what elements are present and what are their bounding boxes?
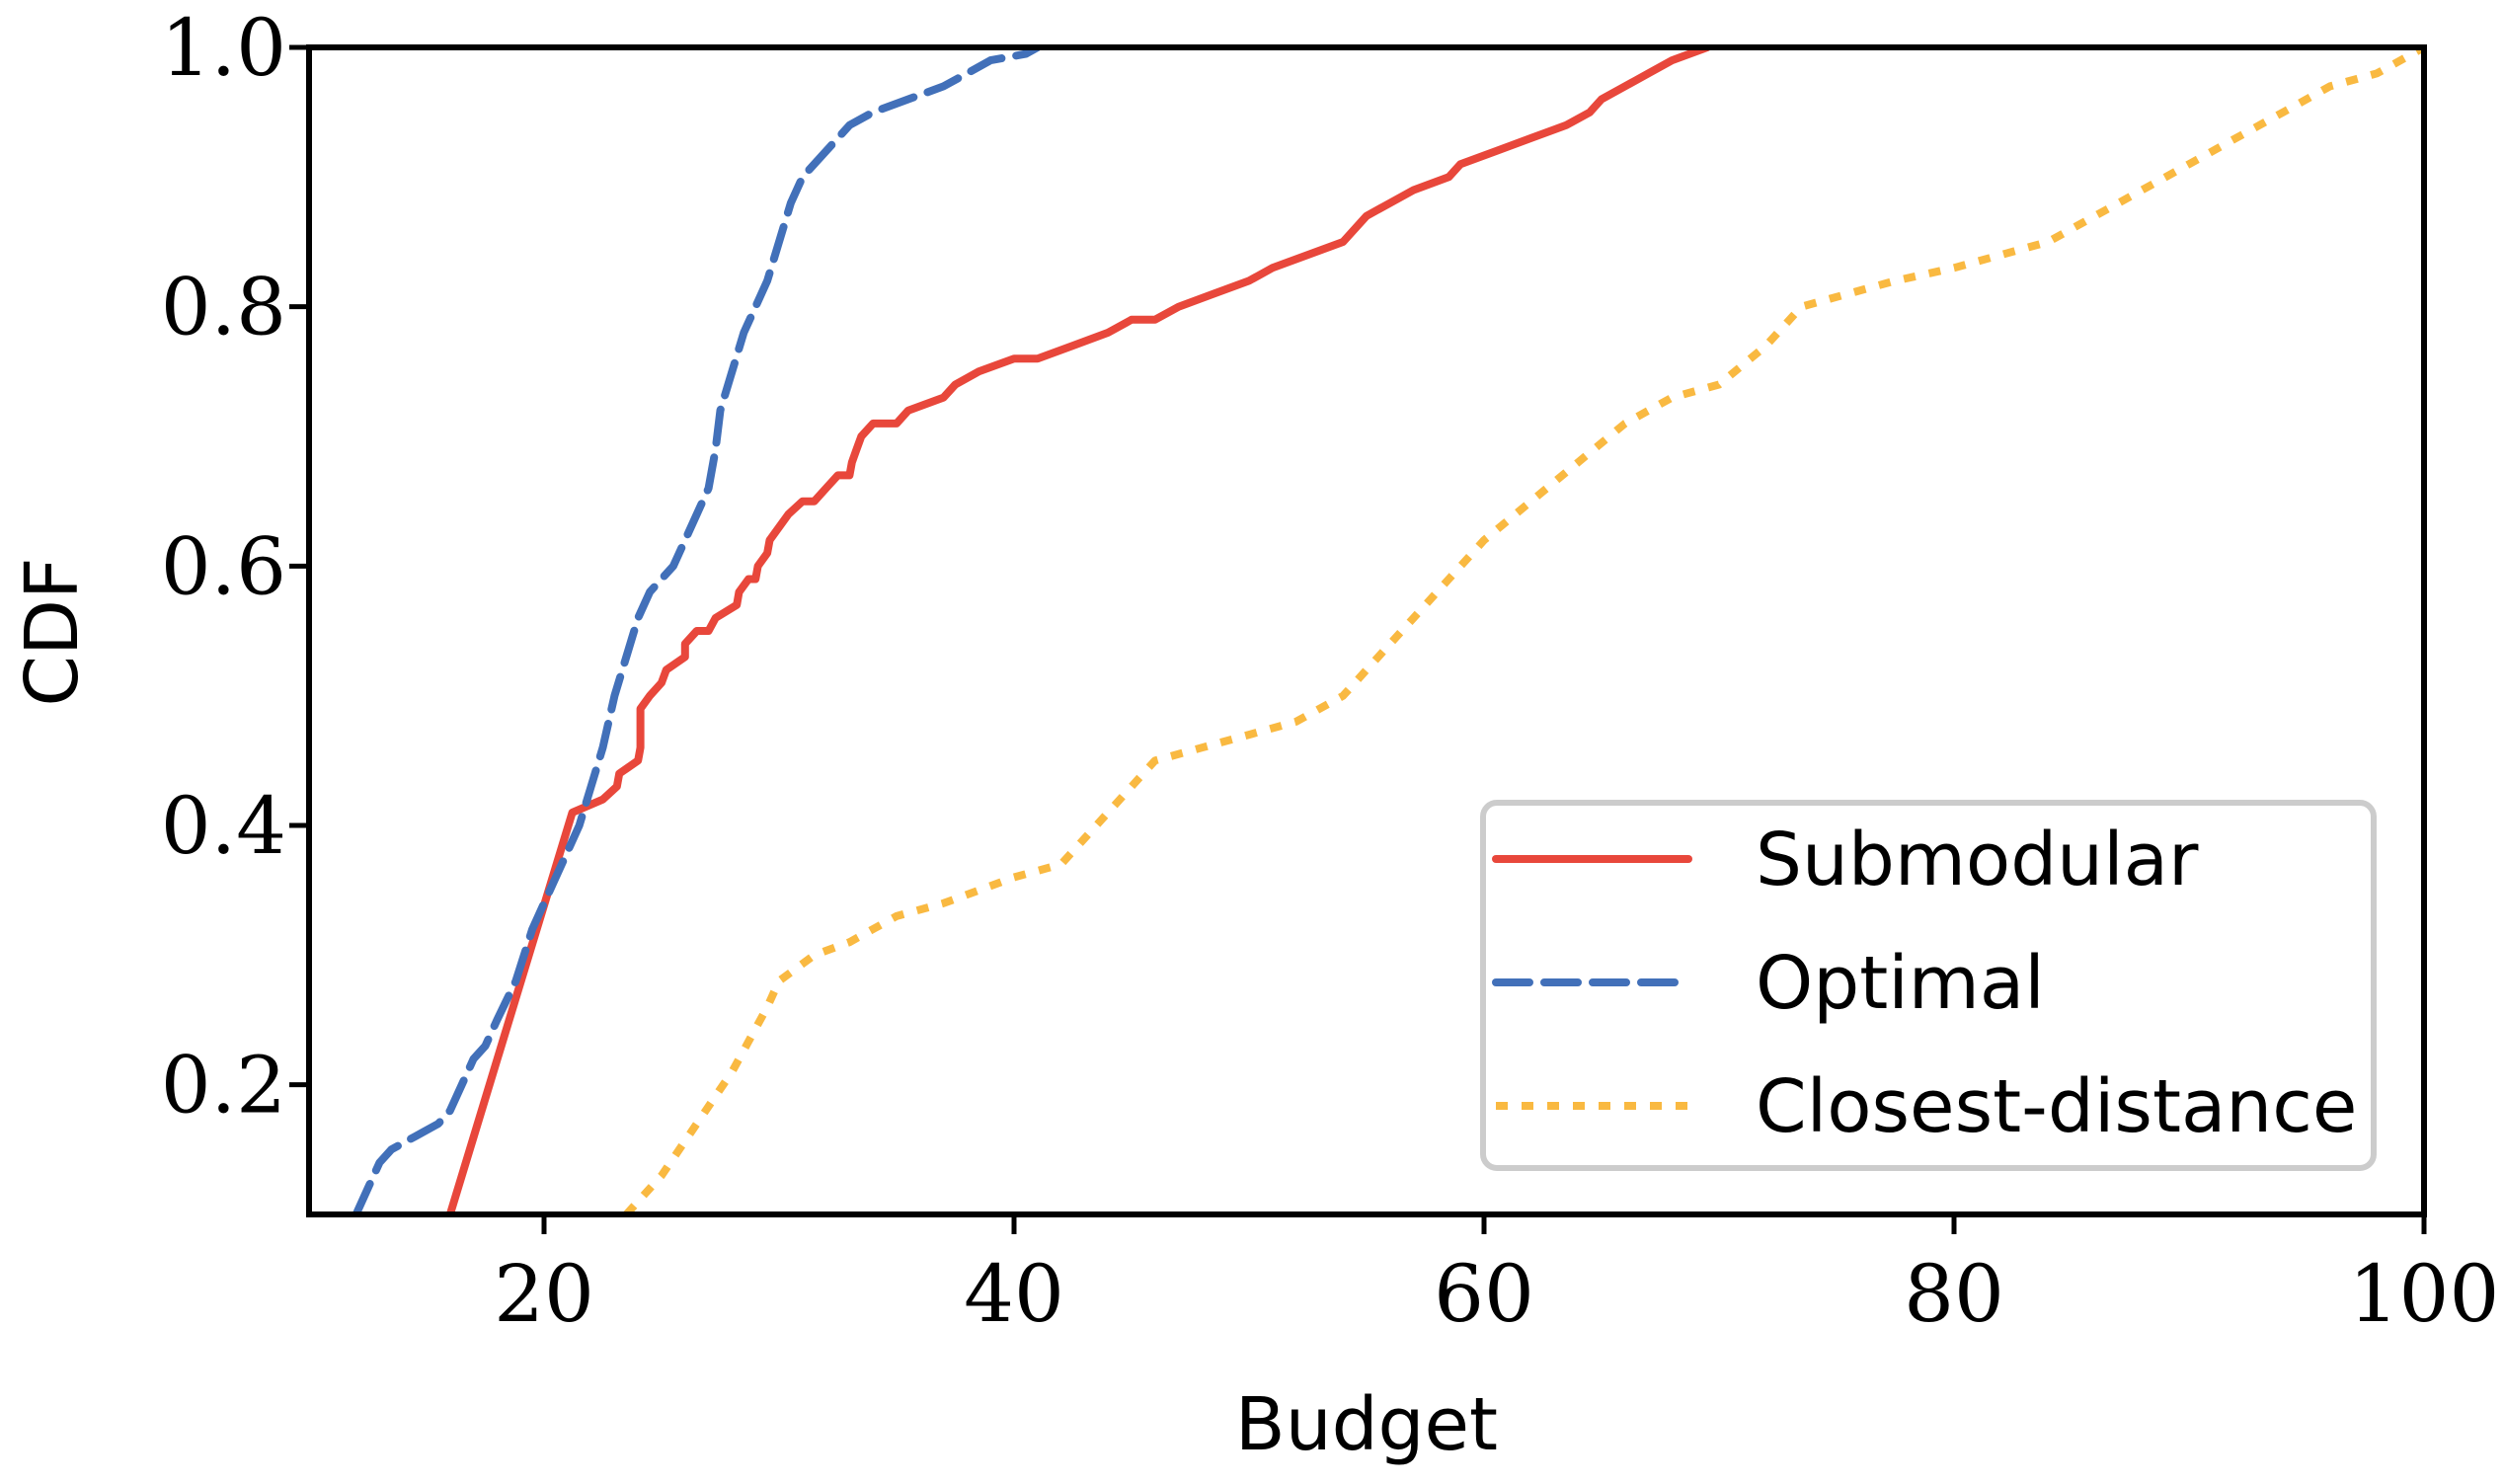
legend-label-optimal: Optimal bbox=[1756, 941, 2045, 1026]
x-axis: 20 40 60 80 100 bbox=[494, 1214, 2499, 1340]
y-tick-label: 1.0 bbox=[161, 2, 286, 94]
legend-label-closest-distance: Closest-distance bbox=[1756, 1064, 2357, 1149]
x-tick-label: 80 bbox=[1904, 1248, 2004, 1340]
x-tick-label: 40 bbox=[964, 1248, 1064, 1340]
y-tick-label: 0.4 bbox=[161, 780, 286, 872]
y-tick-label: 0.8 bbox=[161, 262, 286, 353]
y-tick-label: 0.2 bbox=[161, 1040, 286, 1132]
y-axis: 0.2 0.4 0.6 0.8 1.0 bbox=[161, 2, 309, 1132]
series-layer bbox=[352, 47, 2424, 1214]
legend-box bbox=[1480, 800, 2377, 1171]
y-axis-label: CDF bbox=[10, 557, 95, 706]
y-tick-label: 0.6 bbox=[161, 520, 286, 612]
x-axis-label: Budget bbox=[1235, 1382, 1498, 1467]
legend-label-submodular: Submodular bbox=[1756, 818, 2199, 902]
series-line-closest-distance bbox=[623, 47, 2424, 1214]
x-tick-label: 60 bbox=[1434, 1248, 1534, 1340]
x-tick-label: 100 bbox=[2349, 1248, 2500, 1340]
series-line-submodular bbox=[445, 47, 1712, 1214]
plot-frame bbox=[306, 44, 2427, 1217]
x-tick-label: 20 bbox=[494, 1248, 594, 1340]
series-line-optimal bbox=[352, 47, 1042, 1214]
legend: Submodular Optimal Closest-distance bbox=[1480, 800, 2377, 1171]
